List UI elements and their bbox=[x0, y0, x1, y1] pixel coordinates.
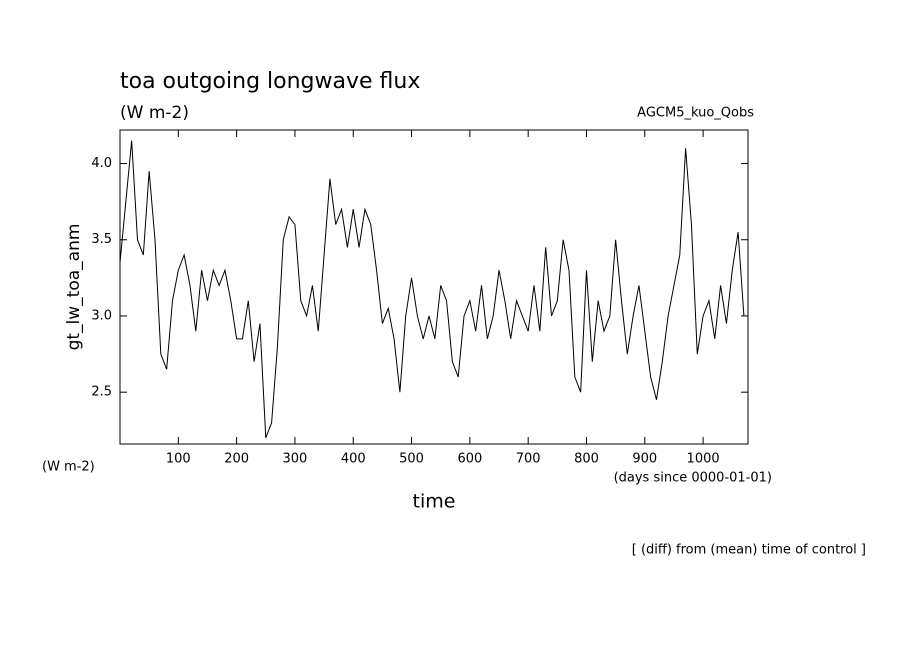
x-axis-label: time bbox=[413, 491, 456, 513]
y-axis-label: gt_lw_toa_anm bbox=[64, 224, 84, 351]
x-tick-label: 1000 bbox=[687, 452, 720, 467]
y-tick-label: 3.5 bbox=[91, 232, 112, 247]
y-tick-label: 2.5 bbox=[91, 385, 112, 400]
x-tick-label: 500 bbox=[399, 452, 424, 467]
footnote: [ (diff) from (mean) time of control ] bbox=[632, 543, 866, 558]
x-unit: (days since 0000-01-01) bbox=[614, 471, 772, 486]
x-tick-label: 100 bbox=[166, 452, 191, 467]
x-tick-label: 200 bbox=[224, 452, 249, 467]
x-tick-label: 300 bbox=[283, 452, 308, 467]
plot-frame bbox=[119, 129, 749, 445]
dataset-label: AGCM5_kuo_Qobs bbox=[637, 106, 754, 121]
y-unit: (W m-2) bbox=[42, 460, 95, 475]
y-tick-label: 4.0 bbox=[91, 156, 112, 171]
subtitle: (W m-2) bbox=[120, 103, 189, 123]
x-tick-label: 900 bbox=[632, 452, 657, 467]
data-line bbox=[119, 140, 745, 439]
x-tick-label: 600 bbox=[457, 452, 482, 467]
x-tick-label: 700 bbox=[516, 452, 541, 467]
y-tick-label: 3.0 bbox=[91, 308, 112, 323]
x-tick-label: 400 bbox=[341, 452, 366, 467]
chart-title: toa outgoing longwave flux bbox=[120, 69, 420, 94]
x-tick-label: 800 bbox=[574, 452, 599, 467]
